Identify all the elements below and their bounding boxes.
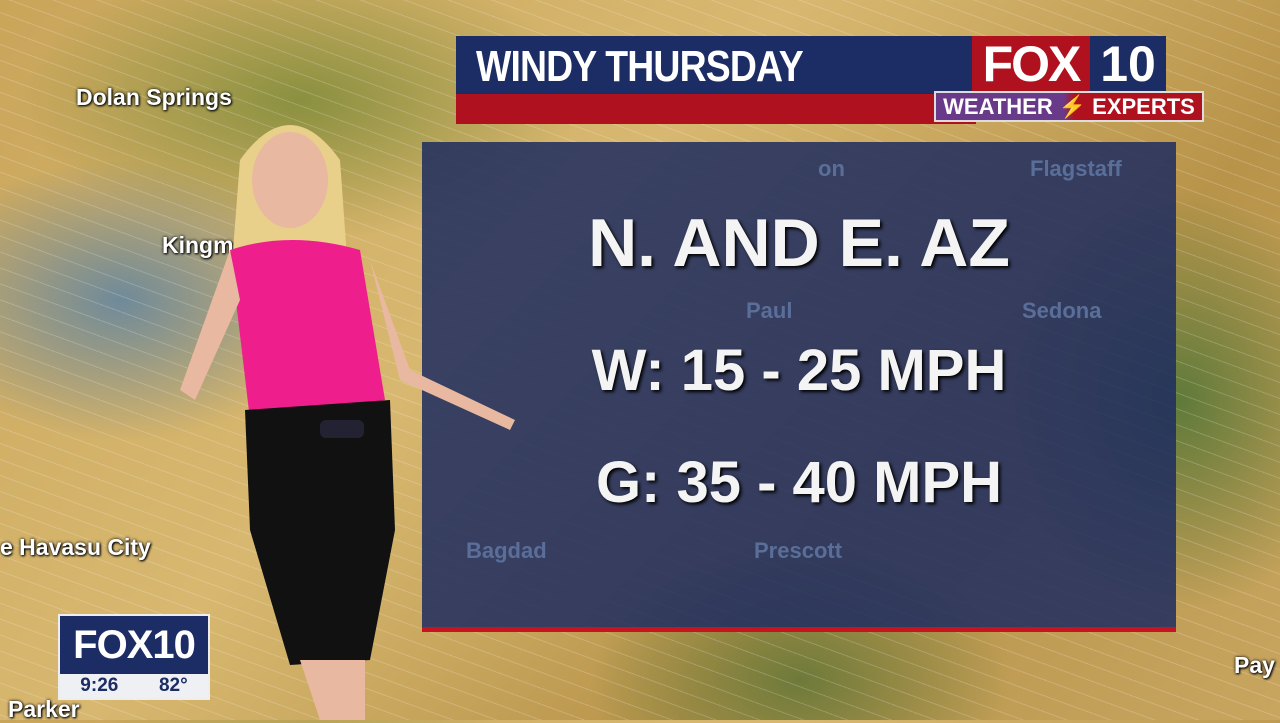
banner-title: WINDY THURSDAY bbox=[476, 42, 804, 91]
experts-text: EXPERTS bbox=[1092, 94, 1195, 119]
weather-text: WEATHER bbox=[943, 94, 1053, 119]
map-label-bagdad: Bagdad bbox=[466, 538, 547, 563]
region-heading: N. AND E. AZ bbox=[588, 205, 1010, 281]
map-label-lake-havasu: e Havasu City bbox=[0, 534, 151, 560]
wind-speed: W: 15 - 25 MPH bbox=[591, 338, 1007, 403]
map-label-dolan-springs: Dolan Springs bbox=[76, 84, 232, 110]
clock-time: 9:26 bbox=[80, 675, 119, 696]
map-label-prescott: Prescott bbox=[754, 538, 843, 563]
lightning-bolt-icon: ⚡ bbox=[1058, 94, 1087, 119]
bug-station: FOX10 bbox=[60, 616, 208, 674]
logo-fox: FOX bbox=[972, 36, 1090, 92]
map-label-kingman: Kingm bbox=[162, 232, 234, 258]
map-label-parker: Parker bbox=[8, 696, 80, 722]
weather-experts-badge: WEATHER ⚡ EXPERTS bbox=[934, 91, 1204, 122]
station-bug: FOX10 9:26 82° bbox=[58, 614, 210, 700]
map-label-paulden: Paul bbox=[746, 298, 793, 323]
gust-speed: G: 35 - 40 MPH bbox=[595, 450, 1003, 515]
meteorologist-figure bbox=[180, 125, 515, 720]
map-label-flagstaff: Flagstaff bbox=[1030, 156, 1122, 181]
fox10-logo: FOX 10 bbox=[972, 36, 1166, 92]
wind-info-panel: Flagstaff Sedona Paul Bagdad Prescott on… bbox=[422, 142, 1176, 632]
map-label-sedona: Sedona bbox=[1022, 298, 1102, 323]
map-label-partial: on bbox=[818, 156, 845, 181]
current-temperature: 82° bbox=[158, 675, 188, 696]
title-banner: WINDY THURSDAY bbox=[456, 36, 976, 124]
map-label-payson: Pay bbox=[1234, 652, 1275, 678]
logo-ten: 10 bbox=[1100, 36, 1156, 92]
